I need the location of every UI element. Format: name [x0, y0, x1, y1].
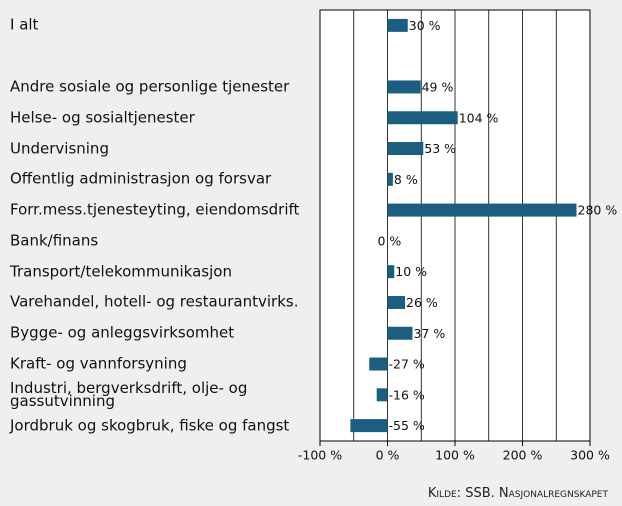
category-label: Transport/telekommunikasjon	[10, 262, 232, 281]
value-label: 0 %	[378, 233, 402, 248]
bar	[387, 80, 421, 94]
bar	[369, 357, 388, 371]
category-label: Industri, bergverksdrift, olje- og gassu…	[10, 378, 248, 410]
value-label: 37 %	[413, 326, 445, 341]
category-label: Offentlig administrasjon og forsvar	[10, 169, 272, 188]
x-tick-label: 300 %	[570, 448, 610, 463]
value-label: -16 %	[389, 387, 425, 402]
bar	[376, 388, 388, 402]
bar	[387, 265, 395, 279]
x-tick-label: 100 %	[435, 448, 475, 463]
bar	[387, 142, 424, 156]
value-label: 53 %	[424, 141, 456, 156]
value-label: -55 %	[389, 418, 425, 433]
category-label: Jordbruk og skogbruk, fiske og fangst	[10, 416, 290, 435]
category-label: I alt	[10, 15, 39, 34]
x-tick-label: 0 %	[376, 448, 400, 463]
value-label: 280 %	[578, 203, 618, 218]
category-label: Undervisning	[10, 139, 109, 158]
bar	[387, 326, 413, 340]
category-label: Bygge- og anleggsvirksomhet	[10, 323, 235, 342]
category-label: Kraft- og vannforsyning	[10, 354, 187, 373]
value-label: 30 %	[409, 18, 441, 33]
value-label: 26 %	[406, 295, 438, 310]
bar	[387, 172, 393, 186]
value-label: 104 %	[459, 110, 499, 125]
bar	[350, 419, 388, 433]
bar	[387, 203, 577, 217]
value-label: -27 %	[389, 357, 425, 372]
x-tick-label: 200 %	[503, 448, 543, 463]
value-label: 10 %	[395, 264, 427, 279]
category-label: Forr.mess.tjenesteyting, eiendomsdrift	[10, 200, 300, 219]
category-label: Bank/finans	[10, 231, 99, 250]
bar	[387, 295, 406, 309]
value-label: 8 %	[394, 172, 418, 187]
bar	[387, 111, 458, 125]
value-label: 49 %	[422, 79, 454, 94]
x-tick-label: -100 %	[298, 448, 342, 463]
category-label: Varehandel, hotell- og restaurantvirks.	[10, 292, 299, 311]
bar	[387, 18, 408, 32]
source: Kilde: SSB. Nasjonalregnskapet	[427, 486, 608, 501]
category-label: Helse- og sosialtjenester	[10, 108, 195, 127]
category-label: Andre sosiale og personlige tjenester	[10, 77, 290, 96]
